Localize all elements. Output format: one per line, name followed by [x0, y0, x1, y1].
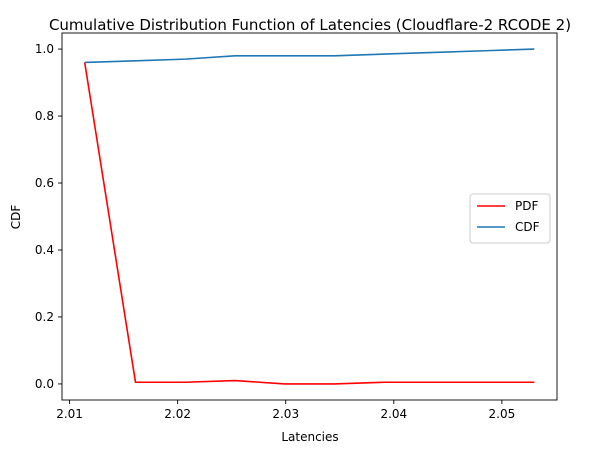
y-tick-label: 0.4 — [35, 243, 54, 257]
x-tick-label: 2.03 — [272, 407, 299, 421]
y-tick-label: 0.0 — [35, 377, 54, 391]
x-tick-label: 2.02 — [164, 407, 191, 421]
axes: 2.01 2.02 2.03 2.04 2.05 0.0 0.2 0.4 0.6 0.8 1.0 — [35, 32, 558, 421]
x-tick-label: 2.04 — [380, 407, 407, 421]
legend-label-pdf: PDF — [515, 199, 538, 213]
x-axis-label: Latencies — [281, 430, 338, 444]
y-axis-label: CDF — [9, 205, 23, 230]
legend-label-cdf: CDF — [515, 220, 540, 234]
plot-area — [83, 48, 535, 385]
plot-frame — [61, 32, 558, 401]
series-line-pdf — [83, 62, 535, 385]
x-tick-label: 2.01 — [56, 407, 83, 421]
y-tick-label: 0.6 — [35, 176, 54, 190]
legend: PDF CDF — [469, 193, 551, 244]
y-tick-label: 0.8 — [35, 109, 54, 123]
series-line-cdf — [84, 48, 535, 64]
y-tick-label: 0.2 — [35, 310, 54, 324]
x-tick-label: 2.05 — [489, 407, 516, 421]
chart-title: Cumulative Distribution Function of Late… — [49, 16, 571, 34]
y-tick-label: 1.0 — [35, 42, 54, 56]
